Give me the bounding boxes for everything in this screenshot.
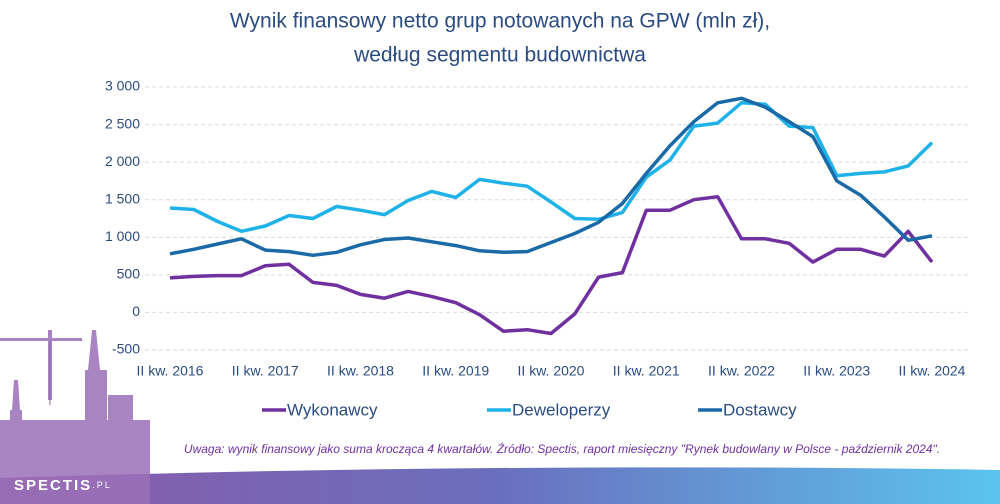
- x-tick-label: II kw. 2021: [613, 363, 680, 379]
- legend-label: Dostawcy: [723, 400, 797, 419]
- y-tick-label: 1 000: [105, 228, 140, 244]
- y-tick-label: 2 000: [105, 153, 140, 169]
- x-tick-label: II kw. 2018: [327, 363, 394, 379]
- series-line: [169, 194, 934, 336]
- y-tick-label: 500: [117, 266, 141, 282]
- logo: SPECTIS.PL: [14, 477, 112, 494]
- y-tick-label: 3 000: [105, 78, 140, 94]
- y-tick-label: 2 500: [105, 115, 140, 131]
- footer-band: [0, 467, 1000, 504]
- series-line: [169, 96, 933, 258]
- x-tick-label: II kw. 2017: [232, 363, 299, 379]
- y-tick-label: 0: [132, 303, 140, 319]
- series-line: [169, 101, 934, 234]
- x-tick-label: II kw. 2022: [708, 363, 775, 379]
- note: Uwaga: wynik finansowy jako suma krocząc…: [184, 441, 940, 456]
- logo-suffix: .PL: [92, 480, 112, 490]
- y-tick-label: 1 500: [105, 190, 140, 206]
- y-tick-label: -500: [112, 341, 140, 357]
- legend-label: Deweloperzy: [512, 400, 611, 419]
- skyline: [0, 330, 150, 504]
- chart-title: według segmentu budownictwa: [353, 44, 646, 67]
- chart-title: Wynik finansowy netto grup notowanych na…: [230, 10, 770, 33]
- legend-label: Wykonawcy: [287, 400, 378, 419]
- x-tick-label: II kw. 2019: [422, 363, 489, 379]
- logo-main: SPECTIS: [14, 477, 92, 494]
- x-tick-label: II kw. 2024: [899, 363, 966, 379]
- x-tick-label: II kw. 2020: [518, 363, 585, 379]
- x-tick-label: II kw. 2023: [803, 363, 870, 379]
- x-tick-label: II kw. 2016: [137, 363, 204, 379]
